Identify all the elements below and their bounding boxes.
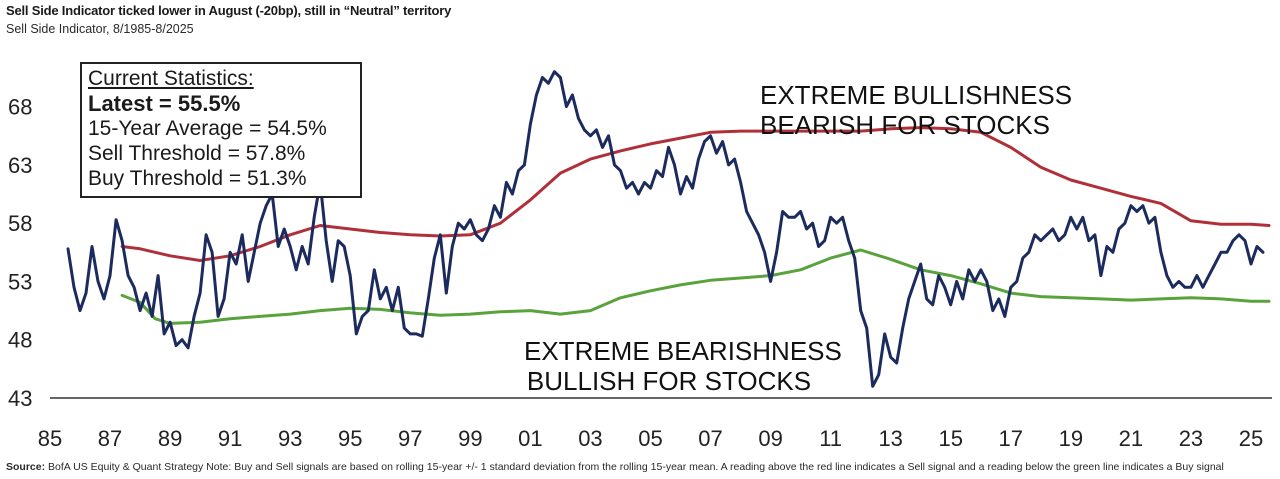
x-tick-label: 99 bbox=[458, 426, 482, 451]
x-tick-label: 23 bbox=[1179, 426, 1203, 451]
x-tick-label: 95 bbox=[338, 426, 362, 451]
stats-buy-threshold: Buy Threshold = 51.3% bbox=[88, 167, 307, 190]
x-tick-label: 11 bbox=[819, 426, 842, 451]
stats-latest: Latest = 55.5% bbox=[88, 91, 241, 116]
sell-threshold-line bbox=[120, 126, 1271, 262]
x-tick-label: 97 bbox=[398, 426, 422, 451]
source-text: BofA US Equity & Quant Strategy Note: Bu… bbox=[45, 461, 1224, 473]
chart-title: Sell Side Indicator ticked lower in Augu… bbox=[6, 3, 452, 18]
x-tick-label: 87 bbox=[98, 426, 122, 451]
stats-heading: Current Statistics: bbox=[88, 67, 254, 90]
indicator-line bbox=[66, 70, 1265, 388]
x-tick-label: 13 bbox=[878, 426, 902, 451]
x-tick-label: 15 bbox=[938, 426, 962, 451]
stats-15yr-average: 15-Year Average = 54.5% bbox=[88, 117, 327, 140]
x-tick-label: 01 bbox=[518, 426, 542, 451]
x-tick-label: 85 bbox=[38, 426, 62, 451]
annotation-top-line2: BEARISH FOR STOCKS bbox=[760, 110, 1050, 140]
y-tick-label: 43 bbox=[8, 386, 32, 411]
x-tick-label: 89 bbox=[158, 426, 182, 451]
annotation-top-line1: EXTREME BULLISHNESS bbox=[760, 80, 1073, 110]
y-tick-label: 53 bbox=[8, 269, 32, 294]
x-tick-label: 91 bbox=[218, 426, 242, 451]
annotation-extreme-bearishness: EXTREME BEARISHNESS BULLISH FOR STOCKS bbox=[524, 336, 842, 396]
source-label: Source: bbox=[6, 461, 46, 473]
source-note: Source: BofA US Equity & Quant Strategy … bbox=[6, 461, 1224, 473]
x-tick-label: 17 bbox=[999, 426, 1023, 451]
x-tick-label: 03 bbox=[578, 426, 602, 451]
stats-sell-threshold: Sell Threshold = 57.8% bbox=[88, 142, 306, 165]
x-tick-label: 07 bbox=[698, 426, 722, 451]
annotation-bottom-line2: BULLISH FOR STOCKS bbox=[526, 366, 812, 396]
y-tick-label: 58 bbox=[8, 211, 32, 236]
annotation-extreme-bullishness: EXTREME BULLISHNESS BEARISH FOR STOCKS bbox=[760, 80, 1073, 140]
buy-threshold-line bbox=[120, 248, 1271, 325]
y-tick-label: 63 bbox=[8, 153, 32, 178]
y-tick-label: 68 bbox=[8, 95, 32, 120]
chart-subtitle: Sell Side Indicator, 8/1985-8/2025 bbox=[6, 22, 194, 36]
annotation-bottom-line1: EXTREME BEARISHNESS bbox=[524, 336, 842, 366]
current-statistics-box: Current Statistics: Latest = 55.5% 15-Ye… bbox=[80, 62, 362, 198]
x-tick-label: 93 bbox=[278, 426, 302, 451]
y-tick-label: 48 bbox=[8, 328, 32, 353]
x-tick-label: 21 bbox=[1119, 426, 1143, 451]
x-tick-label: 19 bbox=[1059, 426, 1083, 451]
x-tick-label: 05 bbox=[638, 426, 662, 451]
x-tick-label: 09 bbox=[758, 426, 782, 451]
x-tick-label: 25 bbox=[1239, 426, 1263, 451]
